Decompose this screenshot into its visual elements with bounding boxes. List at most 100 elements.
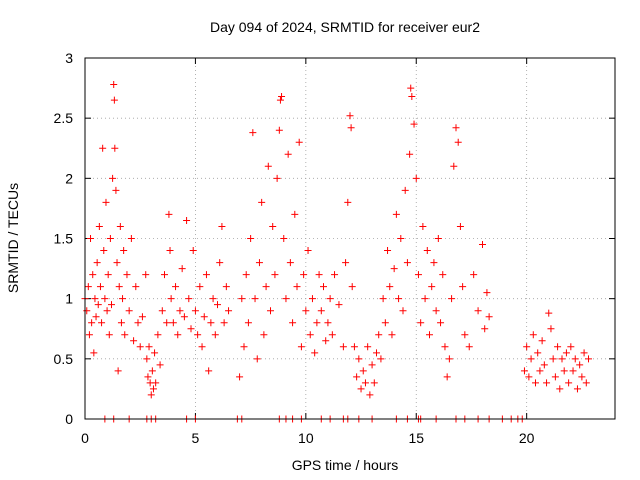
data-point [209, 295, 217, 303]
data-point [113, 259, 121, 267]
data-point [434, 235, 442, 242]
data-point [390, 265, 398, 273]
data-point [116, 222, 124, 230]
data-point [105, 331, 113, 339]
data-point [83, 307, 91, 315]
data-point [172, 283, 180, 291]
y-tick-label: 1.5 [54, 231, 74, 247]
data-point [289, 319, 297, 327]
data-point [178, 265, 186, 273]
data-point [426, 331, 433, 339]
data-point [543, 379, 551, 387]
data-point [324, 319, 332, 327]
data-point [236, 373, 244, 381]
data-point [273, 174, 281, 182]
data-points [81, 80, 592, 423]
data-point [551, 373, 559, 381]
data-point [306, 331, 314, 339]
data-point [216, 259, 224, 267]
data-point [99, 144, 107, 152]
data-point [211, 331, 219, 339]
chart-title: Day 094 of 2024, SRMTID for receiver eur… [210, 19, 480, 35]
data-point [145, 343, 153, 351]
data-point [428, 283, 436, 291]
data-point [328, 331, 336, 339]
data-point [249, 129, 257, 137]
data-point [479, 241, 486, 249]
data-point [408, 93, 416, 101]
y-tick-label: 0 [65, 411, 73, 427]
data-point [456, 222, 464, 230]
data-point [258, 198, 266, 206]
data-point [161, 271, 168, 279]
y-tick-label: 1 [65, 291, 73, 307]
data-point [534, 349, 542, 357]
data-point [308, 295, 316, 303]
data-point [454, 138, 462, 146]
data-point [104, 271, 112, 279]
data-point [346, 112, 354, 120]
data-point [286, 259, 294, 267]
data-point [169, 319, 177, 327]
data-point [326, 295, 334, 303]
data-point [558, 355, 566, 363]
data-point [565, 379, 573, 387]
x-axis-label: GPS time / hours [292, 457, 399, 473]
data-point [540, 361, 548, 369]
data-point [339, 343, 347, 351]
data-point [166, 247, 174, 255]
data-point [373, 349, 380, 357]
data-point [386, 283, 394, 291]
data-point [366, 391, 374, 399]
data-point [187, 325, 195, 333]
data-point [302, 307, 310, 315]
y-tick-label: 2 [65, 170, 73, 186]
data-point [384, 247, 392, 255]
data-point [214, 301, 221, 309]
data-point [350, 343, 358, 351]
data-point [295, 138, 303, 146]
data-point [202, 271, 210, 279]
data-point [185, 295, 193, 303]
data-point [567, 343, 575, 351]
data-point [576, 361, 584, 369]
data-point [271, 271, 279, 279]
data-point [198, 343, 206, 351]
data-point [423, 247, 431, 255]
data-point [359, 367, 367, 375]
data-point [143, 355, 151, 363]
data-point [117, 319, 125, 327]
data-point [361, 379, 369, 387]
data-point [569, 367, 577, 375]
data-point [348, 283, 356, 291]
data-point [276, 96, 284, 104]
data-point [368, 361, 376, 369]
data-point [115, 283, 123, 291]
data-point [98, 319, 106, 327]
data-point [580, 349, 588, 357]
data-point [134, 319, 142, 327]
data-point [262, 283, 270, 291]
data-point [357, 385, 365, 393]
data-point [545, 309, 553, 317]
data-point [549, 355, 557, 363]
data-point [144, 373, 152, 381]
data-point [183, 216, 191, 224]
data-point [554, 343, 562, 351]
data-point [578, 373, 586, 381]
data-point [260, 331, 268, 339]
data-point [465, 343, 473, 351]
data-point [264, 162, 272, 170]
data-point [320, 283, 327, 291]
data-point [110, 80, 118, 88]
data-point [147, 391, 155, 399]
data-point [93, 259, 101, 267]
data-point [253, 355, 261, 363]
data-point [483, 289, 491, 297]
data-point [242, 271, 250, 279]
data-point [529, 331, 537, 339]
data-point [275, 126, 283, 134]
x-tick-label: 15 [408, 430, 424, 446]
data-point [414, 271, 422, 279]
data-point [220, 319, 228, 327]
